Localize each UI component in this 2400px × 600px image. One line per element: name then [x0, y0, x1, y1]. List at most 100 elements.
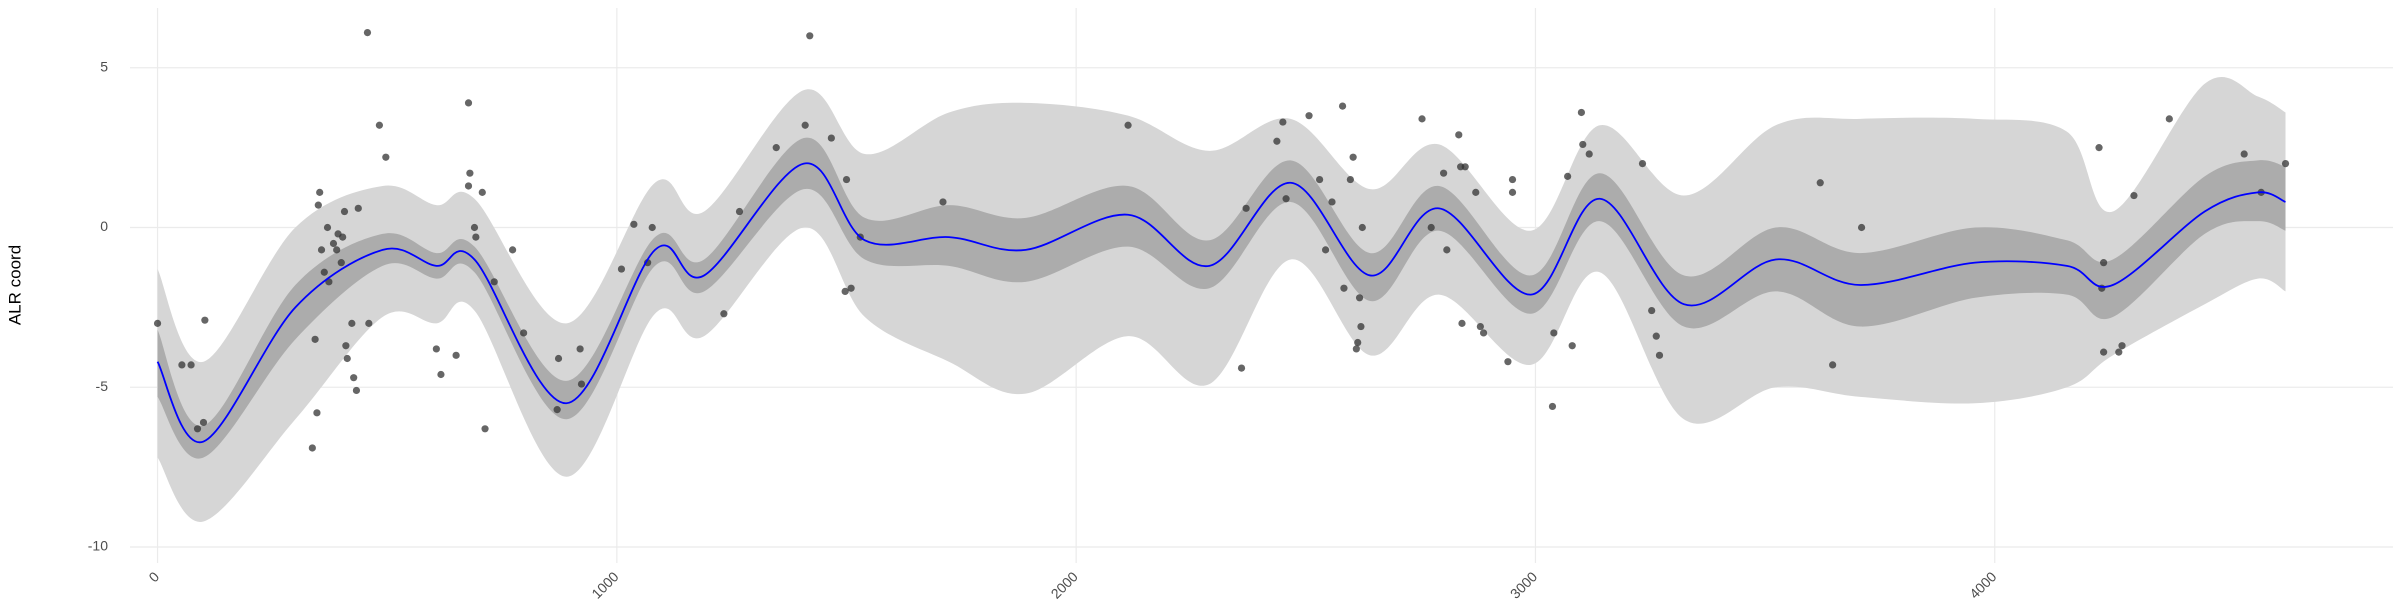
data-point — [333, 246, 341, 254]
x-tick-label: 4000 — [1966, 568, 1999, 600]
data-point — [308, 444, 316, 452]
data-point — [329, 239, 338, 248]
data-point — [478, 188, 486, 196]
data-point — [1504, 358, 1512, 366]
data-point — [1321, 246, 1330, 254]
data-point — [1479, 329, 1488, 337]
data-point — [2130, 191, 2138, 200]
data-point — [520, 329, 528, 337]
data-point — [382, 153, 390, 161]
data-point — [1816, 179, 1824, 187]
data-point — [343, 354, 351, 363]
data-point — [1579, 140, 1587, 149]
data-point — [2100, 259, 2108, 267]
data-point — [350, 374, 358, 382]
data-point — [2281, 160, 2290, 168]
data-point — [553, 406, 561, 414]
data-point — [316, 188, 324, 196]
data-point — [313, 409, 321, 417]
data-point — [1548, 402, 1557, 411]
data-point — [1346, 175, 1354, 184]
data-point — [314, 201, 322, 209]
data-point — [827, 134, 835, 142]
data-point — [1857, 223, 1866, 232]
y-axis-title: ALR coord — [5, 245, 24, 325]
data-point — [2165, 115, 2173, 123]
data-point — [1443, 246, 1451, 254]
data-point — [2118, 342, 2126, 350]
data-point — [801, 121, 809, 129]
y-tick-label: -5 — [96, 378, 109, 394]
x-tick-label: 1000 — [588, 568, 621, 600]
data-point — [363, 29, 372, 37]
data-point — [1455, 131, 1463, 139]
data-point — [437, 370, 445, 379]
data-point — [466, 169, 474, 177]
data-point — [1340, 284, 1348, 292]
data-point — [464, 182, 473, 190]
data-point — [2240, 150, 2248, 158]
data-point — [320, 268, 328, 276]
data-point — [323, 223, 332, 232]
data-point — [464, 99, 473, 107]
data-point — [2095, 144, 2103, 152]
data-point — [806, 32, 814, 40]
confidence-band — [157, 76, 2286, 522]
data-point — [617, 265, 626, 273]
data-point — [577, 380, 586, 388]
y-tick-label: -10 — [88, 538, 108, 554]
data-point — [2115, 348, 2123, 356]
data-point — [1829, 361, 1837, 369]
data-point — [1461, 163, 1469, 171]
data-point — [1550, 329, 1558, 337]
x-tick-label: 2000 — [1048, 568, 1081, 600]
data-point — [1508, 188, 1517, 196]
y-tick-label: 5 — [100, 58, 108, 74]
data-point — [337, 259, 345, 267]
data-point — [1638, 160, 1647, 168]
data-point — [1564, 172, 1572, 180]
data-point — [772, 144, 780, 152]
data-point — [1655, 351, 1664, 359]
data-point — [1577, 108, 1586, 117]
data-point — [432, 345, 440, 353]
data-point — [1357, 322, 1365, 331]
data-point — [187, 361, 195, 369]
data-point — [1305, 112, 1313, 120]
data-point — [1568, 342, 1576, 350]
data-point — [1458, 319, 1466, 327]
data-point — [352, 386, 361, 395]
data-point — [720, 310, 728, 318]
data-point — [375, 121, 384, 129]
data-point — [193, 425, 202, 433]
data-point — [648, 223, 656, 232]
data-point — [1585, 150, 1593, 158]
data-point — [472, 233, 480, 241]
data-point — [481, 425, 489, 433]
data-point — [348, 319, 356, 327]
data-point — [1279, 118, 1287, 126]
data-point — [153, 319, 162, 327]
data-point — [1316, 175, 1324, 184]
data-point — [841, 287, 849, 296]
data-point — [178, 361, 186, 369]
data-point — [490, 278, 498, 286]
data-point — [1355, 294, 1364, 302]
data-point — [311, 335, 319, 343]
data-point — [1124, 121, 1132, 129]
x-tick-label: 0 — [145, 568, 162, 585]
data-point — [365, 319, 373, 327]
data-point — [1282, 195, 1290, 203]
data-point — [1352, 345, 1360, 353]
data-point — [1508, 175, 1517, 184]
data-point — [1476, 322, 1484, 331]
mean-line — [156, 162, 2286, 443]
data-point — [342, 342, 350, 350]
data-point — [1418, 115, 1426, 123]
data-point — [199, 418, 208, 427]
data-point — [939, 198, 947, 206]
data-point — [1440, 169, 1448, 177]
data-point — [452, 351, 460, 359]
data-point — [470, 223, 479, 232]
